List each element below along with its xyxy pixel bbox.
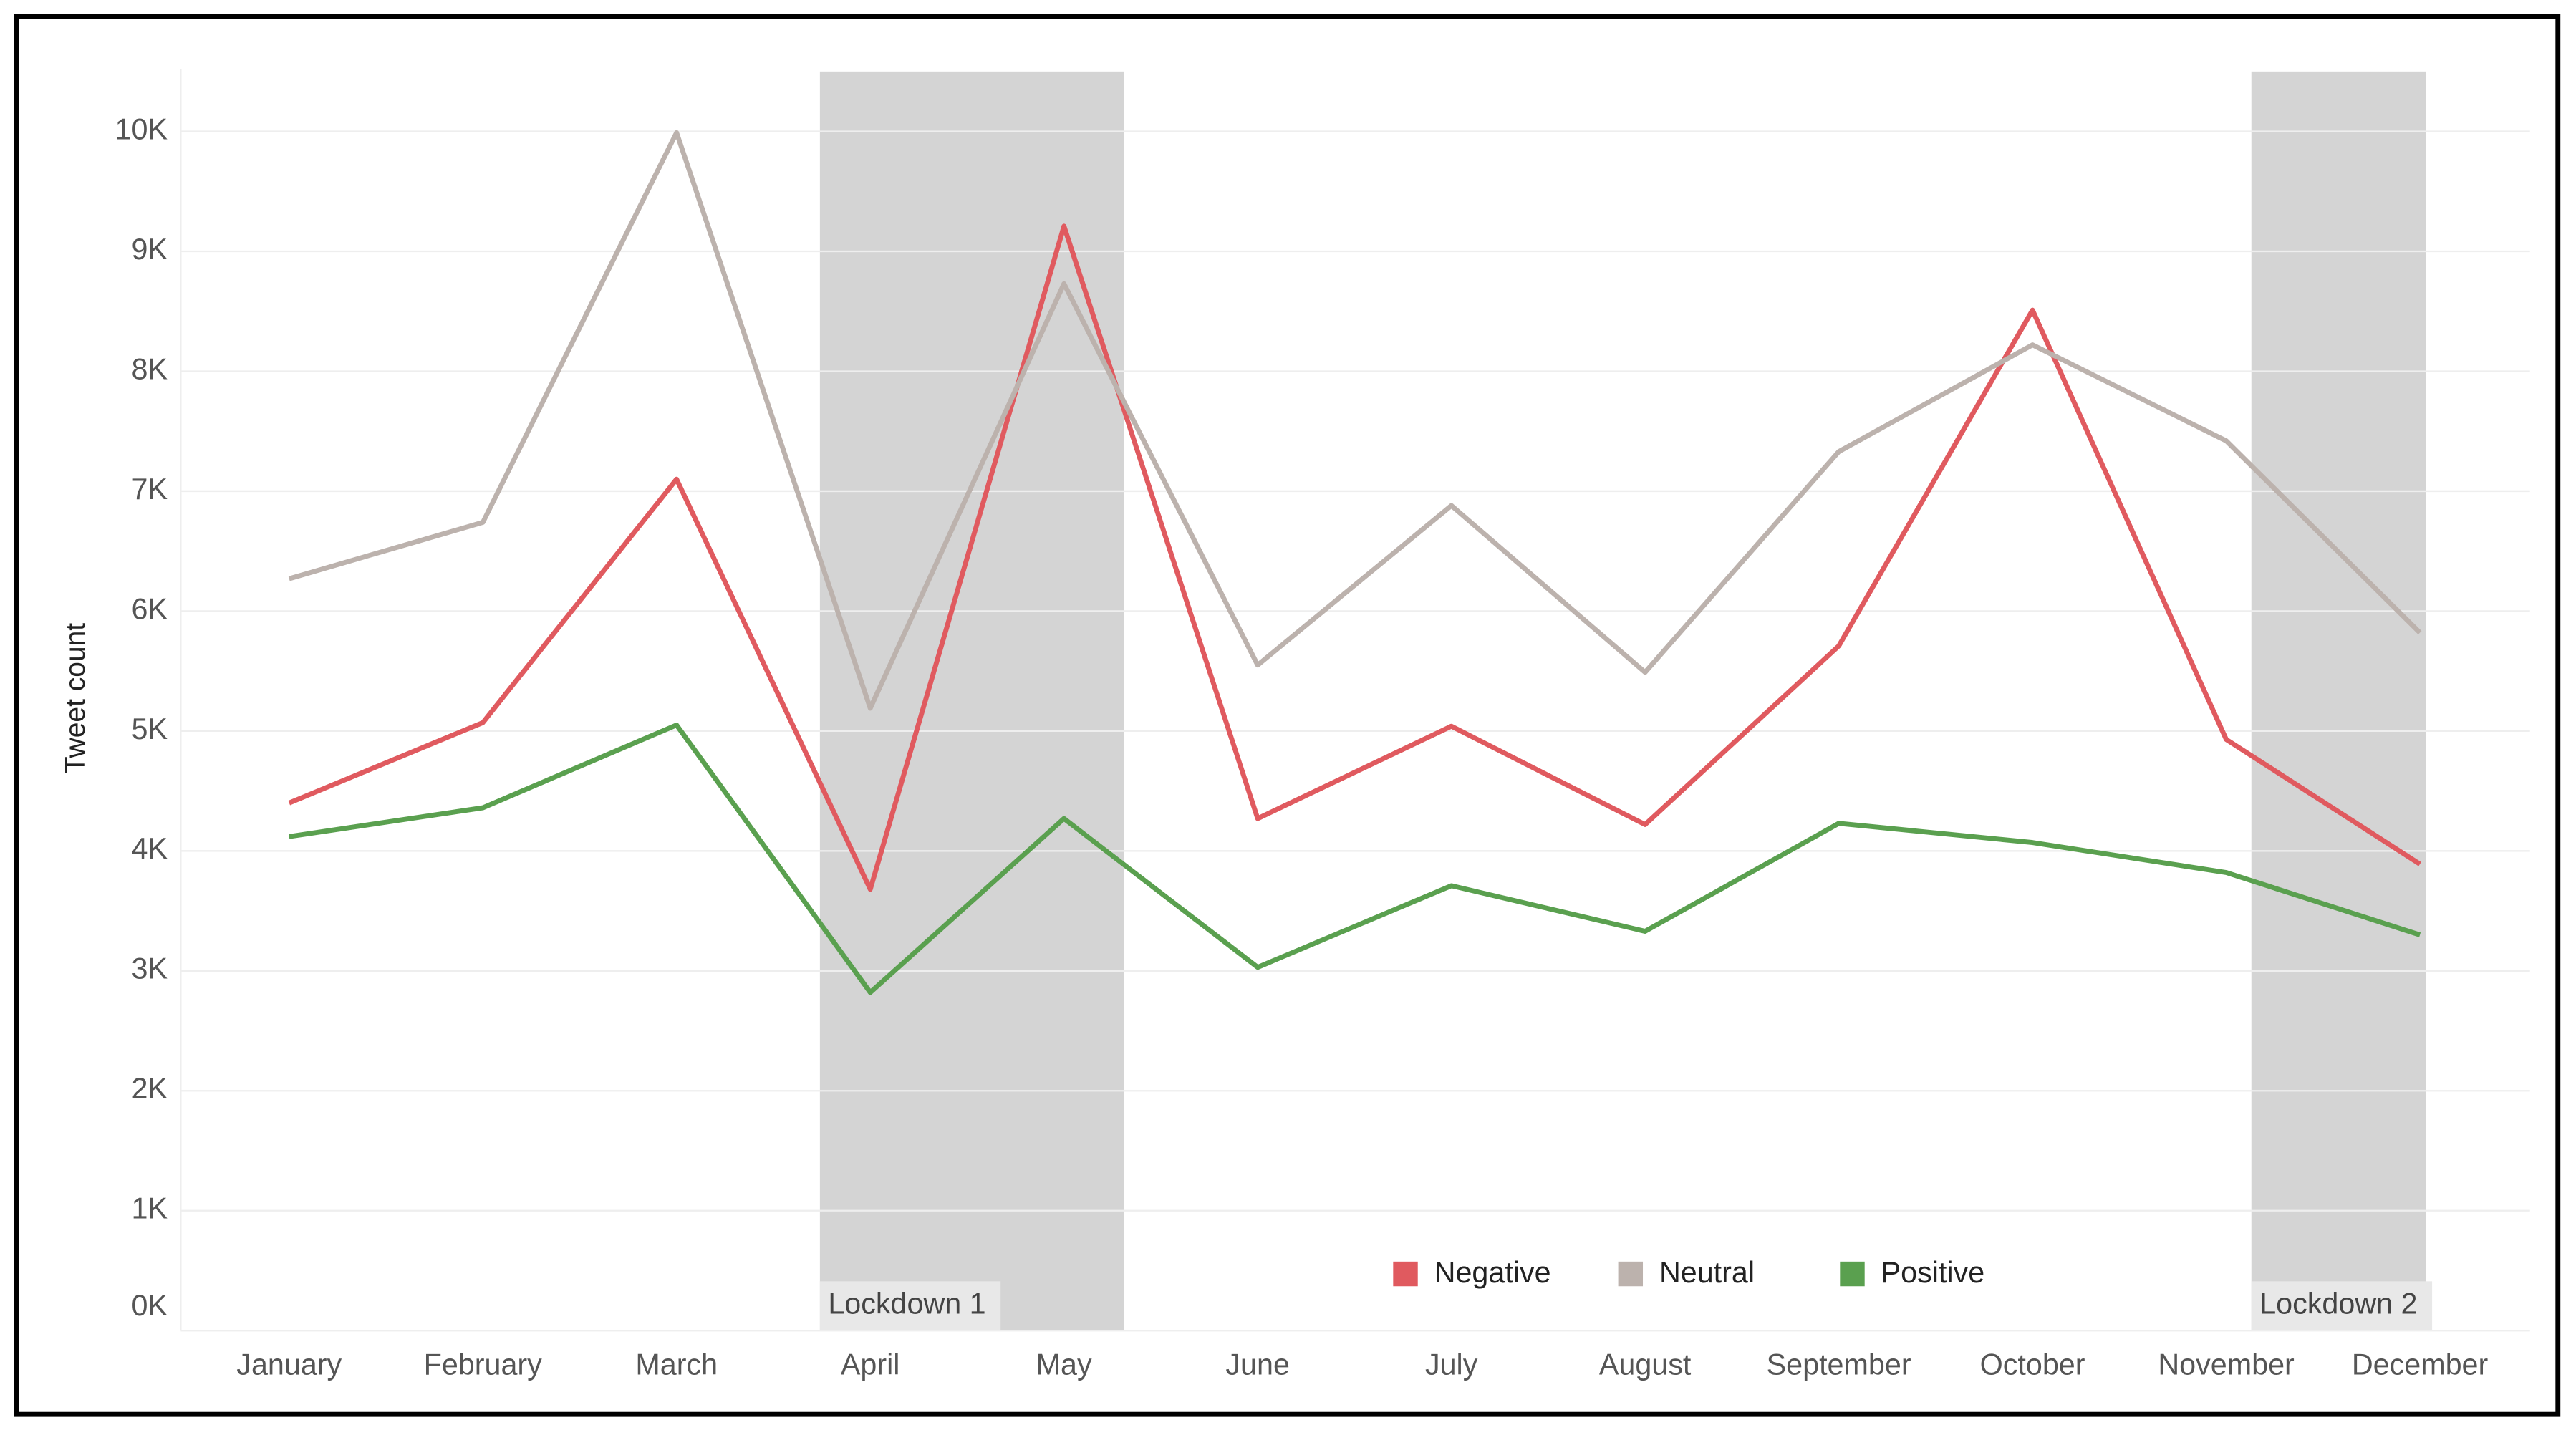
series-line bbox=[288, 130, 2422, 711]
x-tick-label: December bbox=[2352, 1348, 2489, 1381]
x-tick-label: September bbox=[1767, 1348, 1911, 1381]
x-tick-label: November bbox=[2158, 1348, 2295, 1381]
x-tick-label: October bbox=[1980, 1348, 2085, 1381]
y-tick-label: 0K bbox=[131, 1289, 168, 1322]
frame bbox=[14, 14, 2561, 1417]
x-tick-label: May bbox=[1036, 1348, 1092, 1381]
y-tick-label: 1K bbox=[131, 1192, 168, 1225]
y-tick-label: 3K bbox=[131, 952, 168, 985]
legend-label: Positive bbox=[1881, 1256, 1985, 1289]
x-tick-label: March bbox=[635, 1348, 718, 1381]
y-tick-label: 5K bbox=[131, 712, 168, 745]
shaded-period bbox=[819, 71, 1124, 1331]
y-tick-label: 7K bbox=[131, 473, 168, 506]
x-tick-label: July bbox=[1425, 1348, 1478, 1381]
period-label: Lockdown 2 bbox=[2259, 1288, 2417, 1320]
x-tick-label: August bbox=[1599, 1348, 1692, 1381]
x-tick-label: April bbox=[841, 1348, 900, 1381]
y-tick-label: 2K bbox=[131, 1072, 168, 1105]
legend-swatch bbox=[1393, 1261, 1418, 1287]
legend-label: Neutral bbox=[1659, 1256, 1755, 1289]
legend-label: Negative bbox=[1434, 1256, 1551, 1289]
period-label-bg bbox=[2251, 1281, 2433, 1331]
series-line bbox=[288, 223, 2421, 892]
legend-swatch bbox=[1618, 1261, 1644, 1287]
y-tick-label: 9K bbox=[131, 233, 168, 266]
legend-swatch bbox=[1840, 1261, 1865, 1287]
y-tick-label: 4K bbox=[131, 832, 168, 865]
period-label-bg bbox=[819, 1281, 1001, 1331]
y-tick-label: 8K bbox=[131, 352, 168, 385]
y-tick-label: 6K bbox=[131, 592, 168, 625]
shaded-period bbox=[2251, 71, 2426, 1331]
y-tick-label: 10K bbox=[115, 112, 168, 145]
x-tick-label: February bbox=[424, 1348, 543, 1381]
y-axis-title: Tweet count bbox=[60, 623, 91, 773]
x-tick-label: January bbox=[236, 1348, 342, 1381]
x-tick-label: June bbox=[1225, 1348, 1290, 1381]
period-label: Lockdown 1 bbox=[828, 1288, 985, 1320]
series-line bbox=[289, 723, 2421, 995]
